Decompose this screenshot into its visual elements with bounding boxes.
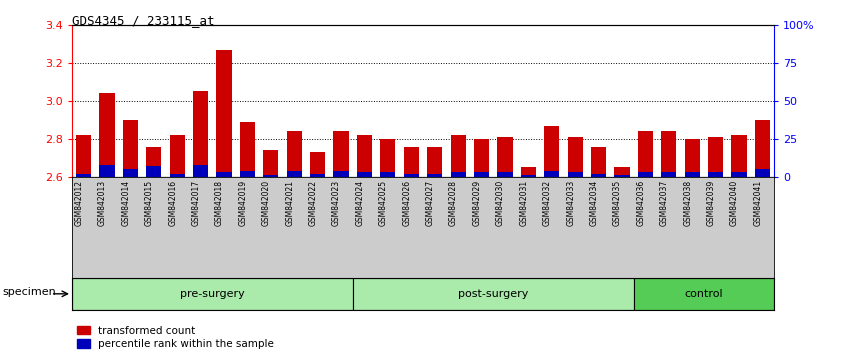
Bar <box>357 172 372 177</box>
Bar <box>591 174 606 177</box>
Bar <box>521 176 536 177</box>
Bar <box>381 172 395 177</box>
Bar <box>591 147 606 177</box>
Bar <box>123 169 138 177</box>
Text: GSM842016: GSM842016 <box>168 180 178 226</box>
Text: GSM842029: GSM842029 <box>473 180 481 226</box>
Bar <box>755 120 770 177</box>
Bar <box>287 171 302 177</box>
Bar <box>193 165 208 177</box>
Text: GSM842036: GSM842036 <box>636 180 645 226</box>
Text: GSM842030: GSM842030 <box>496 180 505 226</box>
Bar <box>568 172 583 177</box>
Bar <box>170 174 184 177</box>
Bar <box>263 150 278 177</box>
Bar <box>146 166 162 177</box>
Text: GSM842027: GSM842027 <box>426 180 435 226</box>
Bar <box>404 147 419 177</box>
Bar <box>544 171 559 177</box>
Bar <box>310 152 325 177</box>
Text: GSM842026: GSM842026 <box>403 180 411 226</box>
Text: GSM842017: GSM842017 <box>192 180 201 226</box>
Legend: transformed count, percentile rank within the sample: transformed count, percentile rank withi… <box>77 326 274 349</box>
Text: GSM842035: GSM842035 <box>613 180 622 226</box>
Text: GSM842014: GSM842014 <box>122 180 130 226</box>
Bar <box>100 93 114 177</box>
Bar <box>263 176 278 177</box>
Text: control: control <box>684 289 723 299</box>
Bar <box>333 131 349 177</box>
Bar <box>427 174 442 177</box>
Bar <box>287 131 302 177</box>
Text: GSM842032: GSM842032 <box>543 180 552 226</box>
Bar <box>634 278 774 310</box>
Bar <box>732 172 746 177</box>
Text: GSM842012: GSM842012 <box>74 180 84 226</box>
Text: pre-surgery: pre-surgery <box>180 289 244 299</box>
Bar <box>755 169 770 177</box>
Text: GSM842039: GSM842039 <box>706 180 716 226</box>
Text: post-surgery: post-surgery <box>458 289 529 299</box>
Text: GSM842040: GSM842040 <box>730 180 739 226</box>
Bar <box>451 135 465 177</box>
Bar <box>638 131 653 177</box>
Bar <box>544 126 559 177</box>
Text: GSM842022: GSM842022 <box>309 180 318 226</box>
Bar <box>357 135 372 177</box>
Bar <box>353 278 634 310</box>
Bar <box>381 139 395 177</box>
Text: GSM842033: GSM842033 <box>566 180 575 226</box>
Text: GSM842019: GSM842019 <box>239 180 247 226</box>
Bar <box>76 174 91 177</box>
Bar <box>333 171 349 177</box>
Text: GSM842041: GSM842041 <box>754 180 762 226</box>
Text: GSM842015: GSM842015 <box>145 180 154 226</box>
Bar <box>217 172 232 177</box>
Bar <box>193 91 208 177</box>
Text: GSM842024: GSM842024 <box>355 180 365 226</box>
Text: GSM842025: GSM842025 <box>379 180 387 226</box>
Bar <box>708 137 723 177</box>
Bar <box>497 137 513 177</box>
Text: GSM842034: GSM842034 <box>590 180 599 226</box>
Bar <box>404 174 419 177</box>
Bar <box>708 172 723 177</box>
Bar <box>123 120 138 177</box>
Text: GSM842038: GSM842038 <box>684 180 692 226</box>
Text: GSM842018: GSM842018 <box>215 180 224 226</box>
Bar <box>684 172 700 177</box>
Text: GDS4345 / 233115_at: GDS4345 / 233115_at <box>72 14 214 27</box>
Bar <box>732 135 746 177</box>
Text: GSM842021: GSM842021 <box>285 180 294 226</box>
Text: specimen: specimen <box>3 287 57 297</box>
Text: GSM842023: GSM842023 <box>332 180 341 226</box>
Bar <box>240 122 255 177</box>
Bar <box>100 165 114 177</box>
Text: GSM842031: GSM842031 <box>519 180 528 226</box>
Bar <box>451 172 465 177</box>
Bar <box>474 172 489 177</box>
Bar <box>684 139 700 177</box>
Bar <box>662 131 676 177</box>
Text: GSM842037: GSM842037 <box>660 180 668 226</box>
Bar <box>497 172 513 177</box>
Bar <box>474 139 489 177</box>
Bar <box>521 167 536 177</box>
Bar <box>240 171 255 177</box>
Text: GSM842013: GSM842013 <box>98 180 107 226</box>
Bar <box>76 135 91 177</box>
Bar <box>614 167 629 177</box>
Bar <box>170 135 184 177</box>
Bar <box>72 278 353 310</box>
Text: GSM842020: GSM842020 <box>262 180 271 226</box>
Bar <box>427 147 442 177</box>
Bar <box>568 137 583 177</box>
Bar <box>662 172 676 177</box>
Bar <box>614 176 629 177</box>
Text: GSM842028: GSM842028 <box>449 180 459 226</box>
Bar <box>638 172 653 177</box>
Bar <box>217 50 232 177</box>
Bar <box>310 174 325 177</box>
Bar <box>146 147 162 177</box>
